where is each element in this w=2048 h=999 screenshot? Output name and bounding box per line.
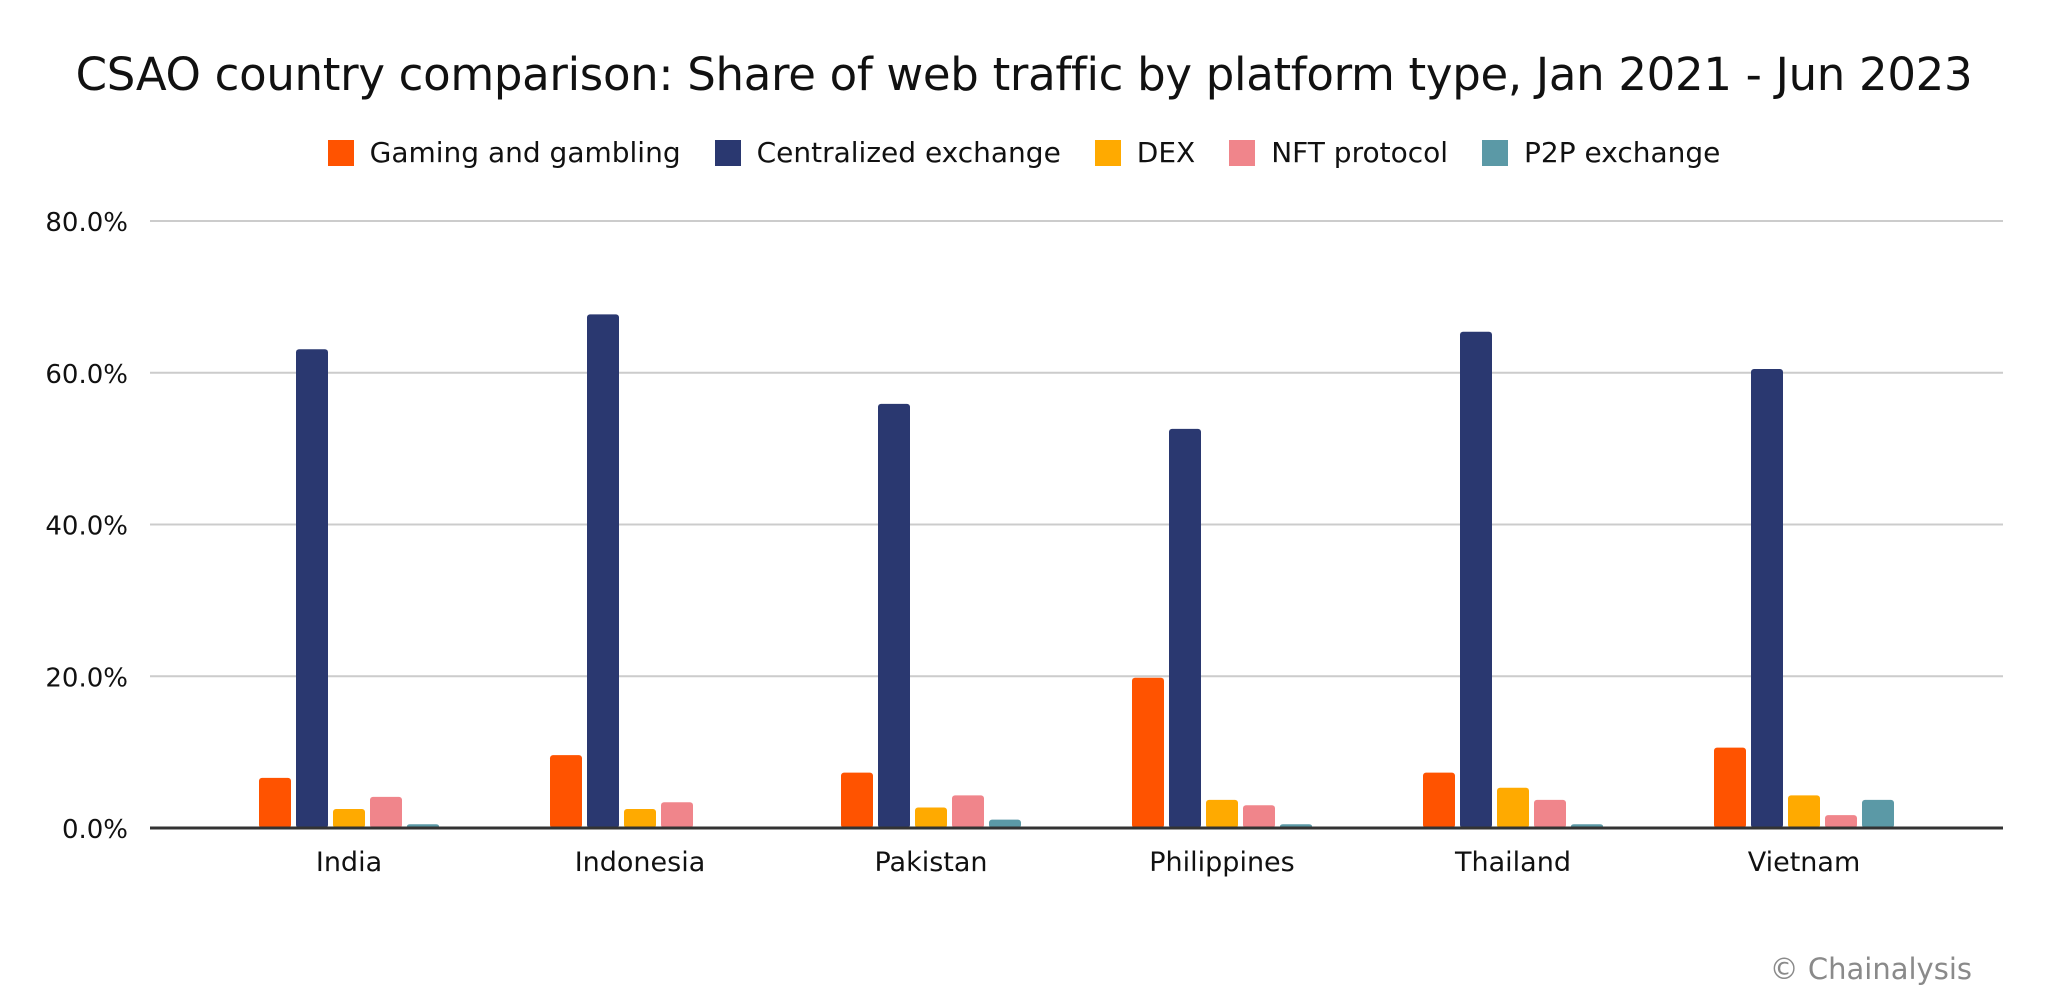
bar-centralized-exchange [878,403,910,828]
legend-item: P2P exchange [1482,136,1720,169]
x-tick-label: Thailand [1454,847,1571,878]
legend-swatch [714,139,741,166]
bar-gaming-and-gambling [1714,747,1746,828]
x-tick-label: Vietnam [1748,847,1861,878]
y-tick-label: 60.0% [45,360,128,390]
bar-gaming-and-gambling [841,772,873,828]
legend-label: P2P exchange [1524,136,1721,169]
legend-label: Gaming and gambling [369,136,681,169]
bar-gaming-and-gambling [550,755,582,828]
bar-nft-protocol [1825,815,1857,828]
legend-item: DEX [1094,136,1196,169]
bar-centralized-exchange [1460,331,1492,828]
bar-nft-protocol [661,802,693,828]
legend-swatch [327,139,354,166]
y-tick-label: 80.0% [45,208,128,238]
bar-nft-protocol [1534,799,1566,828]
legend-label: Centralized exchange [756,136,1061,169]
bar-p2p-exchange [989,819,1021,828]
legend-item: Gaming and gambling [327,136,681,169]
bar-gaming-and-gambling [1423,772,1455,828]
legend-swatch [1482,139,1509,166]
x-tick-label: India [316,847,382,878]
y-tick-label: 40.0% [45,512,128,542]
bar-dex [624,809,656,828]
bar-dex [915,807,947,828]
bar-gaming-and-gambling [259,777,291,828]
x-tick-label: Indonesia [575,847,706,878]
bar-centralized-exchange [296,349,328,828]
bar-dex [1788,795,1820,828]
legend-item: Centralized exchange [714,136,1061,169]
bar-p2p-exchange [1862,799,1894,828]
y-tick-label: 20.0% [45,663,128,693]
bar-nft-protocol [1243,805,1275,828]
bar-dex [333,809,365,828]
chart-title: CSAO country comparison: Share of web tr… [75,48,1973,101]
legend-label: DEX [1136,136,1196,169]
y-tick-label: 0.0% [62,815,128,845]
legend-item: NFT protocol [1229,136,1448,169]
bar-dex [1206,799,1238,828]
bar-gaming-and-gambling [1132,677,1164,828]
legend-swatch [1094,139,1121,166]
bar-centralized-exchange [587,314,619,828]
legend: Gaming and gambling Centralized exchange D… [0,136,2048,169]
chainalysis-credit: © Chainalysis [1769,952,1972,986]
bar-centralized-exchange [1169,428,1201,828]
legend-swatch [1229,139,1256,166]
bar-dex [1497,787,1529,828]
bar-nft-protocol [952,795,984,828]
bar-centralized-exchange [1751,368,1783,828]
bar-nft-protocol [370,796,402,828]
legend-label: NFT protocol [1271,136,1449,169]
x-tick-label: Philippines [1149,847,1294,878]
x-tick-label: Pakistan [874,847,987,878]
